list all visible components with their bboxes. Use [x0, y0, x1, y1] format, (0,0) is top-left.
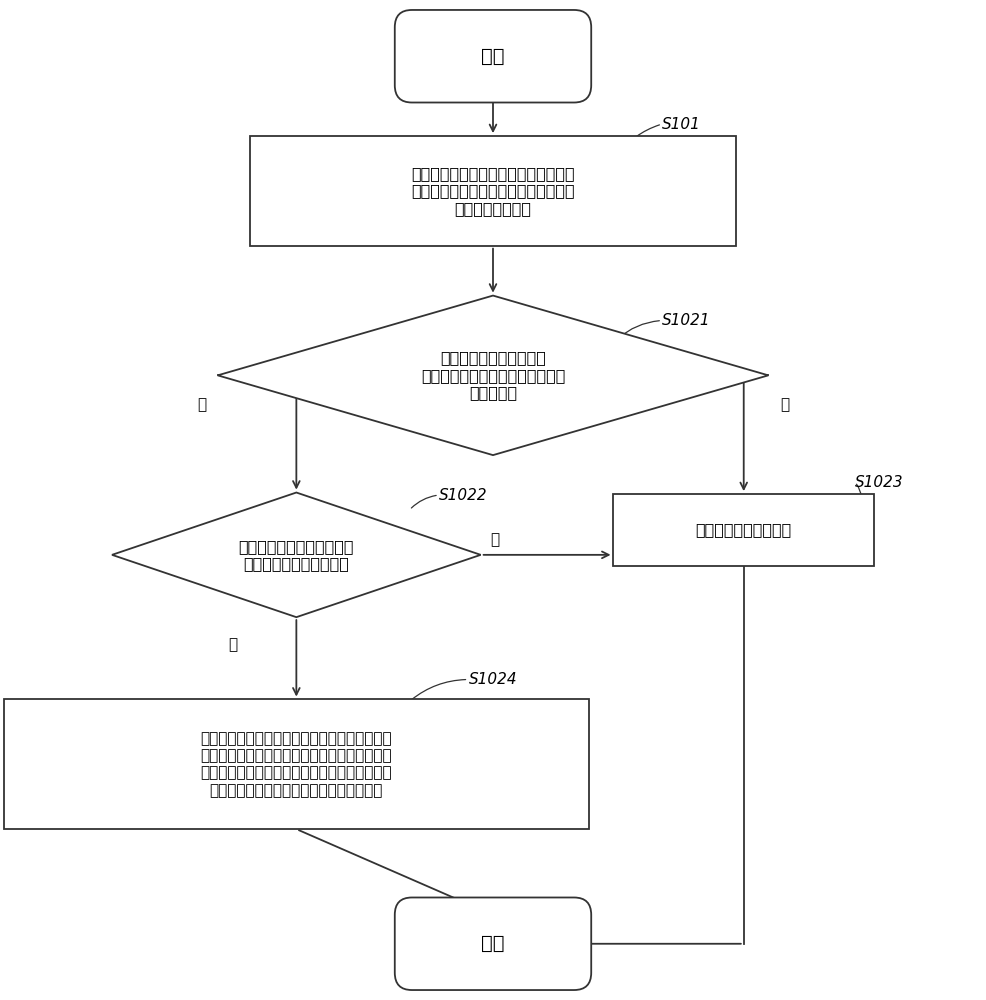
- Text: 判断移动终端的充电电池
的充放电循环次数是否大于预设循
环次数阈值: 判断移动终端的充电电池 的充放电循环次数是否大于预设循 环次数阈值: [421, 350, 565, 400]
- Text: S1023: S1023: [855, 475, 903, 490]
- Bar: [4, 699, 589, 829]
- Polygon shape: [218, 296, 768, 455]
- Text: 是: 是: [197, 397, 206, 412]
- Text: 否: 否: [491, 532, 500, 547]
- Text: S101: S101: [663, 117, 701, 132]
- FancyBboxPatch shape: [394, 10, 592, 103]
- Bar: [249, 136, 737, 246]
- Text: 对充电电池进行补充充电，以将充电电池的电压
充电至预设截止电压以及将充电电池的电流充电
至预设截止电流，其中，预设截止电压小于初始
截止电压，预设截止电流小于初: 对充电电池进行补充充电，以将充电电池的电压 充电至预设截止电压以及将充电电池的电…: [200, 731, 392, 798]
- Text: 判断充电电池的当前状态信
息是否满足第一预设条件: 判断充电电池的当前状态信 息是否满足第一预设条件: [239, 539, 354, 571]
- Text: S1021: S1021: [663, 313, 711, 328]
- FancyBboxPatch shape: [394, 897, 592, 990]
- Text: 是: 是: [228, 637, 238, 652]
- Text: 开始: 开始: [481, 47, 505, 66]
- Bar: [613, 494, 874, 566]
- Text: 否: 否: [780, 397, 789, 412]
- Text: 确定充电电池充电完成: 确定充电电池充电完成: [695, 522, 792, 537]
- Text: 将移动终端的充电电池的电压充电至初
始截止电压，以及将充电电池的电流充
电至初始截止电流: 将移动终端的充电电池的电压充电至初 始截止电压，以及将充电电池的电流充 电至初始…: [411, 166, 575, 216]
- Text: S1024: S1024: [468, 672, 517, 687]
- Polygon shape: [112, 493, 481, 617]
- Text: S1022: S1022: [439, 488, 487, 503]
- Text: 结束: 结束: [481, 934, 505, 953]
